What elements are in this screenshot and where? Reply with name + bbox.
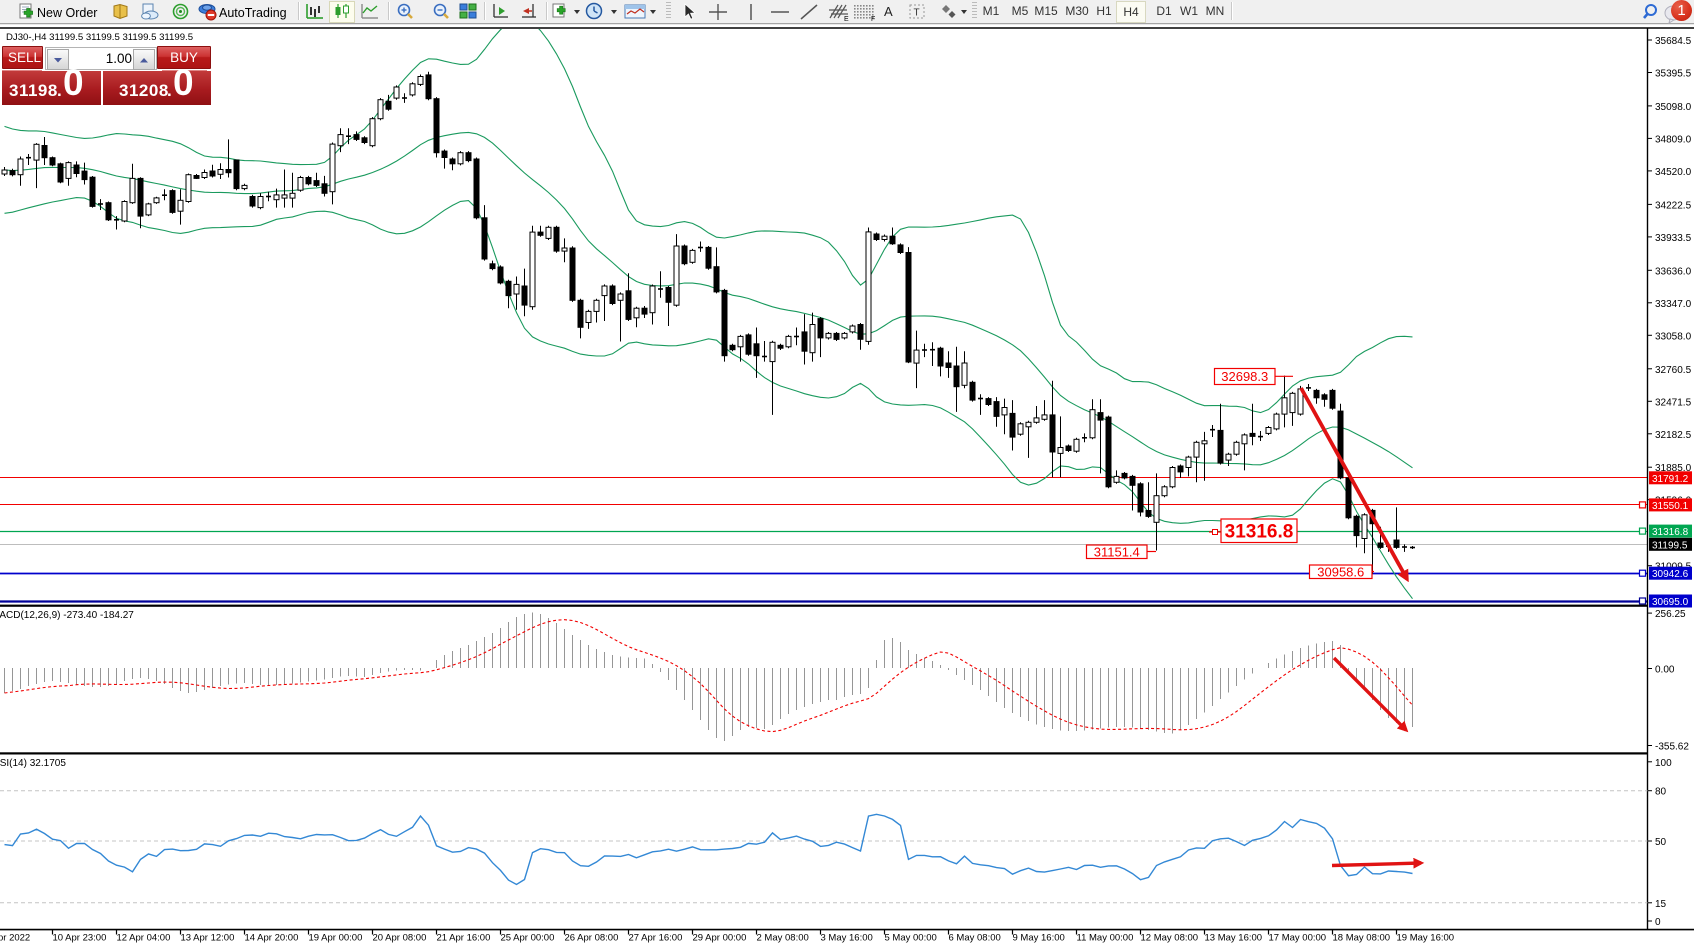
- svg-text:27 Apr 16:00: 27 Apr 16:00: [629, 933, 683, 944]
- svg-text:13 Apr 12:00: 13 Apr 12:00: [181, 933, 235, 944]
- svg-text:33933.5: 33933.5: [1655, 233, 1692, 244]
- svg-text:DJ30-,H4 31199.5 31199.5 3119: DJ30-,H4 31199.5 31199.5 31199.5 31199.5: [6, 32, 193, 43]
- svg-text:3 May 16:00: 3 May 16:00: [821, 933, 873, 944]
- svg-text:31550.1: 31550.1: [1652, 501, 1689, 512]
- svg-text:33347.0: 33347.0: [1655, 299, 1692, 310]
- svg-text:31151.4: 31151.4: [1094, 544, 1140, 559]
- svg-text:0.00: 0.00: [1655, 665, 1675, 676]
- svg-text:26 Apr 08:00: 26 Apr 08:00: [565, 933, 619, 944]
- svg-text:E: E: [844, 16, 849, 22]
- svg-text:31199.5: 31199.5: [1652, 540, 1688, 551]
- svg-text:50: 50: [1655, 837, 1667, 848]
- svg-text:34520.0: 34520.0: [1655, 167, 1692, 178]
- svg-text:2 May 08:00: 2 May 08:00: [757, 933, 809, 944]
- svg-text:T: T: [914, 8, 920, 19]
- svg-text:15: 15: [1655, 899, 1667, 910]
- svg-text:29 Apr 00:00: 29 Apr 00:00: [693, 933, 747, 944]
- svg-text:34809.0: 34809.0: [1655, 134, 1692, 145]
- svg-text:100: 100: [1655, 758, 1672, 769]
- svg-text:32760.5: 32760.5: [1655, 365, 1692, 376]
- svg-text:35395.5: 35395.5: [1655, 69, 1692, 80]
- svg-text:80: 80: [1655, 787, 1667, 798]
- svg-text:30958.6: 30958.6: [1317, 564, 1364, 579]
- svg-text:11 May 00:00: 11 May 00:00: [1077, 933, 1134, 944]
- svg-text:34222.5: 34222.5: [1655, 200, 1692, 211]
- svg-text:19 Apr 00:00: 19 Apr 00:00: [309, 933, 363, 944]
- svg-text:20 Apr 08:00: 20 Apr 08:00: [373, 933, 427, 944]
- svg-text:-355.62: -355.62: [1655, 742, 1689, 753]
- svg-text:30942.6: 30942.6: [1652, 569, 1689, 580]
- svg-text:30695.0: 30695.0: [1652, 597, 1689, 608]
- svg-text:31885.0: 31885.0: [1655, 463, 1692, 474]
- svg-text:0: 0: [1655, 917, 1661, 928]
- svg-text:RSI(14) 32.1705: RSI(14) 32.1705: [0, 758, 66, 769]
- svg-text:pr 2022: pr 2022: [0, 933, 30, 944]
- svg-text:256.25: 256.25: [1655, 609, 1686, 620]
- svg-text:21 Apr 16:00: 21 Apr 16:00: [437, 933, 491, 944]
- svg-text:31316.8: 31316.8: [1225, 522, 1294, 543]
- svg-text:13 May 16:00: 13 May 16:00: [1205, 933, 1263, 944]
- svg-text:14 Apr 20:00: 14 Apr 20:00: [245, 933, 299, 944]
- svg-text:25 Apr 00:00: 25 Apr 00:00: [501, 933, 555, 944]
- svg-text:MACD(12,26,9) -273.40 -184.27: MACD(12,26,9) -273.40 -184.27: [0, 610, 134, 621]
- svg-text:19 May 16:00: 19 May 16:00: [1397, 933, 1455, 944]
- svg-text:32471.5: 32471.5: [1655, 397, 1692, 408]
- svg-text:31791.2: 31791.2: [1652, 474, 1689, 485]
- svg-text:32698.3: 32698.3: [1221, 369, 1268, 384]
- svg-text:31316.8: 31316.8: [1652, 527, 1689, 538]
- svg-text:35684.5: 35684.5: [1655, 36, 1692, 47]
- svg-text:17 May 00:00: 17 May 00:00: [1269, 933, 1327, 944]
- svg-text:12 Apr 04:00: 12 Apr 04:00: [117, 933, 171, 944]
- svg-text:18 May 08:00: 18 May 08:00: [1333, 933, 1391, 944]
- svg-text:35098.0: 35098.0: [1655, 102, 1692, 113]
- svg-text:33058.0: 33058.0: [1655, 331, 1692, 342]
- svg-text:5 May 00:00: 5 May 00:00: [885, 933, 937, 944]
- svg-text:9 May 16:00: 9 May 16:00: [1013, 933, 1065, 944]
- svg-text:10 Apr 23:00: 10 Apr 23:00: [53, 933, 107, 944]
- svg-text:6 May 08:00: 6 May 08:00: [949, 933, 1001, 944]
- svg-text:33636.0: 33636.0: [1655, 266, 1692, 277]
- svg-text:32182.5: 32182.5: [1655, 430, 1692, 441]
- svg-text:12 May 08:00: 12 May 08:00: [1141, 933, 1199, 944]
- svg-text:F: F: [871, 16, 875, 22]
